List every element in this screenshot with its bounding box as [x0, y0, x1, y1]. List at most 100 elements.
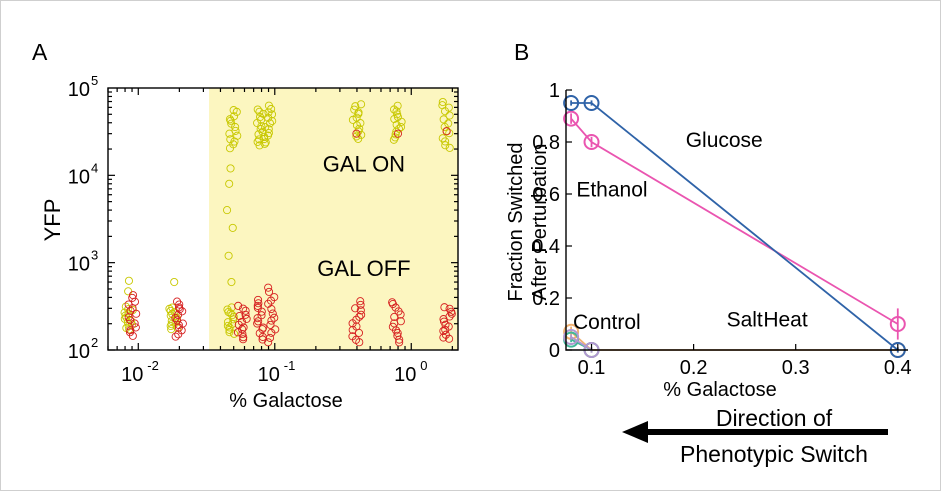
x-tick-label: 10: [394, 364, 416, 386]
scatter-point: [124, 305, 133, 314]
scatter-point: [350, 105, 359, 114]
scatter-point: [239, 323, 248, 332]
series-labels: Glucose Ethanol Salt Control Heat: [573, 129, 808, 334]
scatter-series-gal-off: [124, 127, 456, 347]
scatter-point: [228, 223, 237, 232]
scatter-point: [230, 329, 239, 338]
scatter-point: [268, 309, 277, 318]
scatter-point: [229, 106, 238, 115]
y-tick-label-exponent: 2: [91, 335, 98, 350]
x-tick-label: 0.2: [680, 357, 708, 379]
y-tick-label: 0.6: [532, 184, 560, 206]
gal-shaded-region: [209, 88, 458, 350]
scatter-point: [241, 306, 250, 315]
scatter-series-gal-on: [120, 97, 454, 338]
scatter-point: [438, 134, 447, 143]
scatter-point: [356, 306, 365, 315]
y-tick-label: 10: [68, 254, 90, 276]
scatter-point: [445, 143, 454, 152]
scatter-point: [174, 320, 183, 330]
panel-b-label: B: [514, 39, 529, 65]
y-tick-label: 10: [68, 166, 90, 188]
x-axis-b-ticks: 0.1 0.2 0.3 0.4: [578, 344, 912, 379]
series-ethanol: [563, 110, 906, 340]
scatter-point: [393, 101, 402, 110]
scatter-point: [260, 139, 269, 148]
scatter-point: [270, 313, 279, 322]
scatter-point: [124, 287, 133, 296]
x-axis-a-ticks: 10 -2 10 -1 10 0: [107, 88, 453, 386]
scatter-point: [227, 119, 236, 128]
scatter-point: [396, 122, 406, 132]
y-tick-label: 10: [68, 79, 90, 101]
scatter-point: [441, 141, 450, 150]
scatter-point: [357, 100, 366, 109]
scatter-point: [270, 293, 279, 302]
scatter-point: [439, 333, 448, 342]
scatter-point: [393, 329, 402, 338]
series-line-salt: [570, 331, 898, 351]
scatter-point: [227, 303, 236, 312]
scatter-point: [439, 115, 448, 124]
arrow-label-line2: Phenotypic Switch: [680, 441, 868, 467]
scatter-point: [225, 115, 234, 124]
scatter-point: [171, 332, 180, 341]
scatter-point: [265, 119, 275, 128]
y-tick-label: 10: [68, 341, 90, 363]
scatter-point: [264, 128, 273, 138]
annotation-gal-on: GAL ON: [323, 152, 405, 177]
x-tick-label: 10: [121, 364, 143, 386]
scatter-point: [265, 333, 275, 342]
scatter-point: [348, 332, 357, 341]
x-axis-b-label: % Galactose: [663, 379, 776, 401]
scatter-point: [223, 305, 232, 314]
scatter-point: [356, 119, 365, 128]
scatter-point: [442, 127, 451, 136]
scatter-point: [352, 129, 361, 138]
scatter-point: [271, 325, 280, 334]
scatter-point: [173, 316, 182, 325]
scatter-points: [120, 97, 456, 347]
scatter-point: [225, 328, 234, 337]
y-tick-label-exponent: 5: [91, 73, 98, 88]
scatter-point: [234, 301, 243, 310]
annotation-gal-off: GAL OFF: [317, 256, 410, 281]
data-point: [583, 95, 600, 111]
scatter-point: [239, 333, 248, 342]
data-point: [563, 329, 580, 345]
scatter-point: [357, 310, 366, 319]
scatter-point: [264, 101, 273, 110]
scatter-point: [170, 277, 179, 287]
scatter-point: [351, 102, 360, 111]
series-control: [563, 331, 600, 358]
scatter-point: [356, 300, 365, 309]
scatter-point: [388, 322, 397, 331]
panel-b: B 0.1 0.2 0.3 0.4 0 0.2 0.4 0.6 0.8 1 Glucose Eth…: [505, 39, 912, 401]
y-axis-b-label-line1: Fraction Switched: [505, 143, 527, 302]
data-point: [889, 316, 906, 332]
scatter-point: [167, 325, 176, 334]
y-tick-label: 0: [549, 340, 560, 362]
scatter-point: [242, 314, 251, 323]
scatter-point: [356, 297, 365, 306]
panel-a-label: A: [32, 39, 48, 65]
arrow-head-icon: [622, 421, 648, 443]
scatter-point: [226, 135, 235, 144]
scatter-point: [355, 312, 364, 321]
series-label-ethanol: Ethanol: [576, 179, 647, 202]
scatter-point: [445, 304, 454, 313]
series-label-salt: Salt: [727, 309, 763, 332]
scatter-point: [438, 101, 447, 110]
scatter-point: [264, 287, 274, 296]
scatter-point: [259, 323, 268, 332]
scatter-point: [233, 131, 242, 140]
scatter-point: [225, 179, 234, 188]
scatter-point: [233, 328, 243, 337]
scatter-point: [253, 137, 262, 146]
scatter-point: [231, 126, 240, 135]
scatter-point: [229, 112, 239, 121]
scatter-point: [168, 303, 177, 312]
y-axis-a-label: YFP: [40, 199, 65, 242]
